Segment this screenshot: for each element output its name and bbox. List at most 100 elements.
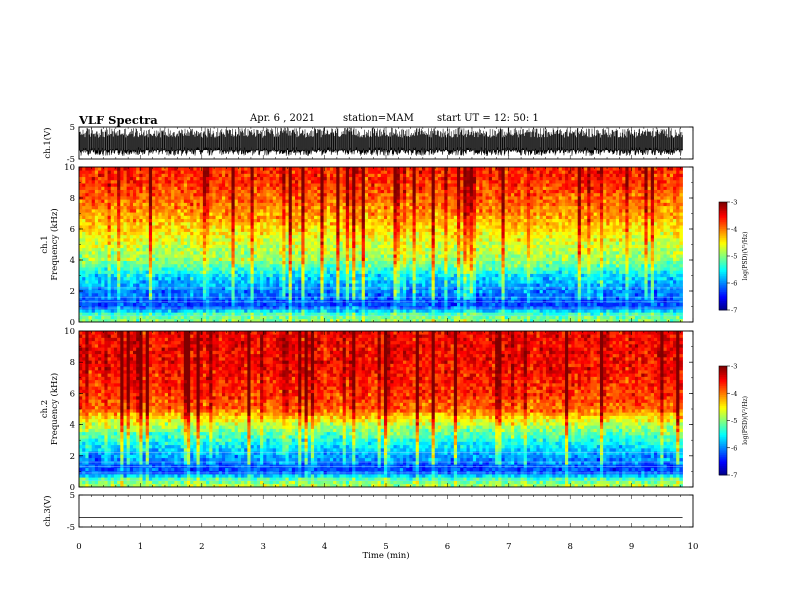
spectrogram-cell — [148, 244, 153, 249]
spectrogram-cell — [345, 244, 350, 249]
spectrogram-cell — [269, 167, 274, 171]
spectrogram-cell — [250, 250, 255, 255]
spectrogram-cell — [387, 189, 391, 194]
spectrogram-cell — [272, 173, 277, 178]
spectrogram-cell — [361, 241, 366, 245]
spectrogram-cell — [279, 208, 283, 213]
spectrogram-cell — [148, 280, 153, 284]
spectrogram-cell — [298, 202, 302, 207]
spectrogram-cell — [133, 173, 137, 178]
spectrogram-cell — [288, 273, 293, 278]
spectrogram-cell — [209, 212, 213, 216]
spectrogram-cell — [301, 225, 305, 229]
spectrogram-cell — [215, 212, 220, 216]
spectrogram-cell — [263, 296, 267, 300]
spectrogram-cell — [288, 176, 293, 181]
spectrogram-cell — [234, 299, 239, 303]
spectrogram-cell — [275, 260, 280, 265]
spectrogram-cell — [145, 270, 150, 274]
spectrogram-cell — [288, 302, 293, 307]
spectrogram-cell — [260, 299, 264, 303]
spectrogram-cell — [349, 205, 353, 210]
spectrogram-cell — [126, 218, 131, 223]
spectrogram-cell — [279, 225, 283, 229]
spectrogram-cell — [113, 179, 118, 184]
spectrogram-cell — [225, 254, 229, 258]
spectrogram-cell — [161, 208, 166, 213]
spectrogram-cell — [361, 250, 366, 255]
spectrogram-cell — [275, 231, 280, 236]
spectrogram-cell — [136, 267, 140, 271]
spectrogram-cell — [209, 183, 213, 187]
spectrogram-cell — [314, 183, 318, 187]
spectrogram-cell — [368, 241, 372, 245]
spectrogram-cell — [260, 292, 264, 297]
spectrogram-cell — [98, 208, 102, 213]
spectrogram-cell — [396, 257, 401, 261]
spectrogram-cell — [361, 263, 366, 268]
spectrogram-cell — [333, 260, 337, 265]
spectrogram-cell — [107, 247, 112, 252]
spectrogram-cell — [345, 215, 350, 220]
spectrogram-cell — [180, 205, 185, 210]
spectrogram-cell — [393, 241, 398, 245]
spectrogram-cell — [345, 260, 350, 265]
spectrogram-cell — [368, 231, 372, 236]
spectrogram-cell — [202, 212, 207, 216]
spectrogram-cell — [228, 183, 232, 187]
spectrogram-cell — [364, 179, 369, 184]
spectrogram-cell — [371, 263, 375, 268]
spectrogram-cell — [202, 179, 207, 184]
spectrogram-cell — [282, 176, 286, 181]
spectrogram-cell — [79, 167, 83, 171]
spectrogram-cell — [266, 247, 270, 252]
spectrogram-cell — [291, 309, 296, 313]
spectrogram-cell — [358, 208, 363, 213]
spectrogram-cell — [298, 189, 302, 194]
spectrogram-cell — [247, 231, 251, 236]
spectrogram-cell — [107, 173, 112, 178]
spectrogram-cell — [212, 221, 216, 226]
spectrogram-cell — [228, 263, 232, 268]
spectrogram-cell — [358, 189, 363, 194]
spectrogram-cell — [339, 186, 344, 190]
spectrogram-cell — [361, 254, 366, 258]
spectrogram-cell — [393, 270, 398, 274]
spectrogram-cell — [142, 312, 147, 316]
spectrogram-cell — [272, 267, 277, 271]
spectrogram-cell — [158, 276, 162, 281]
spectrogram-cell — [123, 199, 127, 203]
spectrogram-cell — [218, 192, 223, 197]
spectrogram-cell — [291, 257, 296, 261]
spectrogram-cell — [260, 221, 264, 226]
spectrogram-cell — [301, 228, 305, 232]
spectrogram-cell — [314, 309, 318, 313]
spectrogram-cell — [193, 280, 197, 284]
spectrogram-cell — [218, 221, 223, 226]
spectrogram-cell — [152, 241, 156, 245]
spectrogram-cell — [406, 231, 410, 236]
spectrogram-cell — [133, 283, 137, 287]
spectrogram-cell — [301, 192, 305, 197]
spectrogram-cell — [218, 202, 223, 207]
spectrogram-cell — [266, 299, 270, 303]
spectrogram-cell — [358, 289, 363, 294]
spectrogram-cell — [314, 192, 318, 197]
spectrogram-cell — [260, 302, 264, 307]
spectrogram-cell — [136, 263, 140, 268]
spectrogram-cell — [180, 267, 185, 271]
spectrogram-cell — [79, 309, 83, 313]
spectrogram-cell — [145, 205, 150, 210]
spectrogram-cell — [187, 208, 191, 213]
spectrogram-cell — [295, 208, 299, 213]
spectrogram-cell — [307, 302, 312, 307]
spectrogram-cell — [272, 260, 277, 265]
spectrogram-cell — [285, 244, 290, 249]
spectrogram-cell — [110, 296, 115, 300]
spectrogram-cell — [266, 312, 270, 316]
spectrogram-cell — [358, 228, 363, 232]
spectrogram-cell — [247, 270, 251, 274]
spectrogram-cell — [196, 176, 201, 181]
spectrogram-cell — [291, 196, 296, 200]
spectrogram-cell — [196, 170, 201, 174]
